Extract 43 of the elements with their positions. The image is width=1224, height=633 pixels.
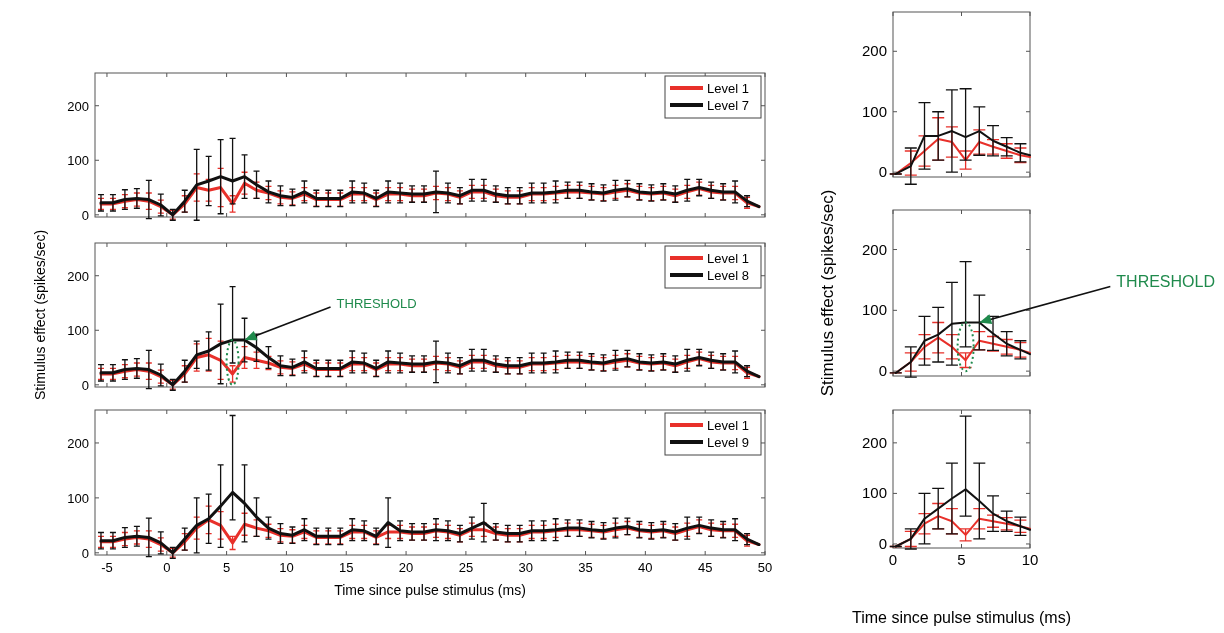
y-tick-label: 0 (878, 362, 887, 380)
y-tick-label: 100 (67, 490, 89, 506)
y-tick-label: 200 (67, 435, 89, 451)
x-tick-label: 5 (222, 560, 231, 575)
legend-label: Level 9 (707, 435, 749, 450)
y-axis-title: Stimulus effect (spikes/sec) (32, 229, 48, 401)
x-tick-label: 35 (578, 560, 593, 575)
x-tick-label: 40 (638, 560, 653, 575)
x-tick-label: 0 (163, 560, 171, 575)
y-tick-label: 200 (861, 42, 887, 60)
y-tick-label: 100 (861, 102, 887, 120)
x-tick-label: 25 (458, 560, 474, 575)
y-tick-label: 200 (861, 433, 887, 451)
y-tick-label: 200 (67, 98, 89, 114)
y-tick-label: 0 (81, 207, 89, 223)
y-tick-label: 100 (861, 301, 887, 319)
x-tick-label: 15 (339, 560, 354, 575)
y-tick-label: 100 (861, 484, 887, 502)
annotation: THRESHOLD (336, 296, 417, 312)
y-tick-label: 200 (67, 268, 89, 284)
legend-label: Level 7 (707, 98, 749, 113)
y-tick-label: 100 (67, 153, 89, 169)
x-tick-label: 5 (957, 551, 966, 568)
y-axis-title: Stimulus effect (spikes/sec) (818, 189, 837, 397)
x-tick-label: -5 (101, 560, 113, 575)
y-tick-label: 200 (861, 240, 887, 258)
legend-label: Level 1 (707, 251, 749, 266)
x-tick-label: 45 (697, 560, 713, 575)
legend-label: Level 1 (707, 418, 749, 433)
legend-label: Level 1 (707, 81, 749, 96)
x-tick-label: 10 (279, 560, 294, 575)
x-tick-label: 20 (398, 560, 414, 575)
legend-label: Level 8 (707, 268, 749, 283)
y-tick-label: 0 (878, 163, 887, 181)
x-tick-label: 30 (518, 560, 533, 575)
x-tick-label: 50 (757, 560, 773, 575)
y-tick-label: 0 (878, 534, 887, 552)
x-axis-title: Time since pulse stimulus (ms) (851, 609, 1072, 626)
y-tick-label: 0 (81, 377, 89, 393)
x-axis-title: Time since pulse stimulus (ms) (334, 582, 526, 598)
y-tick-label: 100 (67, 323, 89, 339)
x-tick-label: 10 (1021, 551, 1039, 568)
annotation: THRESHOLD (1116, 273, 1215, 291)
